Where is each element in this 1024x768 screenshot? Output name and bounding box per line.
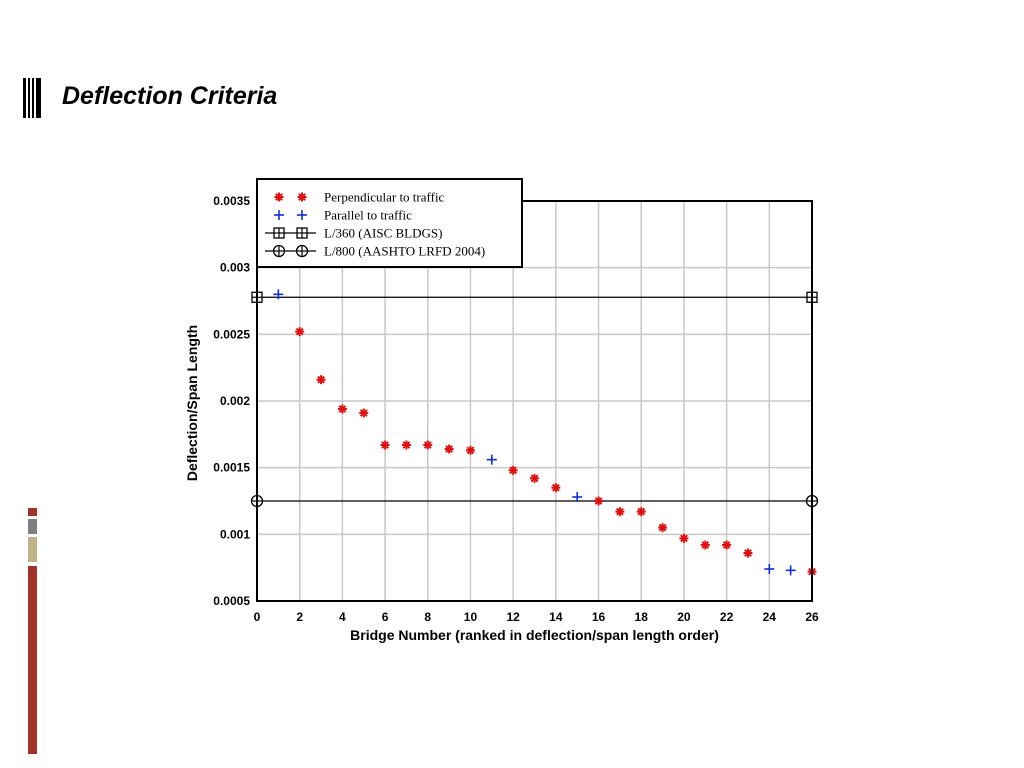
series-0-point bbox=[594, 496, 604, 506]
side-accent-2 bbox=[28, 519, 37, 534]
side-accent-4 bbox=[28, 566, 37, 754]
series-0-point bbox=[551, 483, 561, 493]
x-tick-label: 18 bbox=[635, 610, 649, 624]
series-0-point bbox=[316, 375, 326, 385]
legend-marker bbox=[272, 244, 286, 258]
x-tick-label: 8 bbox=[424, 610, 431, 624]
series-0-point bbox=[700, 540, 710, 550]
y-tick-label: 0.003 bbox=[220, 261, 250, 275]
series-0-point bbox=[444, 444, 454, 454]
x-tick-label: 20 bbox=[677, 610, 691, 624]
series-0-point bbox=[401, 440, 411, 450]
legend-marker bbox=[296, 227, 308, 239]
series-0-point bbox=[636, 507, 646, 517]
x-tick-label: 16 bbox=[592, 610, 606, 624]
series-1-point bbox=[486, 454, 497, 465]
side-accent-3 bbox=[28, 537, 37, 562]
series-0-point bbox=[743, 548, 753, 558]
series-0-point bbox=[679, 533, 689, 543]
series-0-point bbox=[337, 404, 347, 414]
series-0-point bbox=[465, 445, 475, 455]
series-1-point bbox=[764, 564, 775, 574]
reference-lines bbox=[257, 296, 812, 502]
title-decoration-bars bbox=[23, 78, 41, 118]
legend-marker bbox=[295, 244, 309, 258]
x-tick-label: 26 bbox=[805, 610, 819, 624]
series-0-point bbox=[423, 440, 433, 450]
legend-label: L/360 (AISC BLDGS) bbox=[324, 226, 442, 241]
y-tick-label: 0.0025 bbox=[213, 327, 250, 341]
x-axis-label: Bridge Number (ranked in deflection/span… bbox=[350, 627, 719, 643]
tick-labels: 0 2 4 6 8 10 12 14 16 18 20 22 24 260.00050.0010.0015… bbox=[213, 194, 819, 624]
x-tick-label: 2 bbox=[296, 610, 303, 624]
series-0-point bbox=[295, 327, 305, 337]
data-points bbox=[250, 289, 819, 577]
legend-label: Perpendicular to traffic bbox=[324, 190, 445, 205]
x-tick-label: 24 bbox=[763, 610, 777, 624]
y-tick-label: 0.0015 bbox=[213, 461, 250, 475]
x-tick-label: 4 bbox=[339, 610, 346, 624]
x-tick-label: 14 bbox=[549, 610, 563, 624]
plot-frame bbox=[256, 200, 813, 602]
series-0-point bbox=[530, 473, 539, 483]
legend-marker bbox=[274, 210, 284, 220]
y-tick-label: 0.002 bbox=[220, 394, 250, 408]
series-0-point bbox=[615, 507, 625, 517]
y-tick-label: 0.0035 bbox=[213, 194, 250, 208]
side-accent-1 bbox=[28, 508, 37, 516]
legend-label: L/800 (AASHTO LRFD 2004) bbox=[324, 244, 485, 259]
grid-lines bbox=[256, 200, 813, 602]
series-0-point bbox=[380, 440, 390, 450]
series-0-point bbox=[722, 540, 732, 550]
x-tick-label: 12 bbox=[506, 610, 520, 624]
legend-marker bbox=[297, 210, 307, 220]
y-tick-label: 0.001 bbox=[220, 527, 250, 541]
legend-marker bbox=[274, 192, 284, 202]
series-0-point bbox=[359, 408, 369, 418]
legend-marker bbox=[273, 227, 285, 239]
y-tick-label: 0.0005 bbox=[213, 594, 250, 608]
legend-label: Parallel to traffic bbox=[324, 208, 412, 223]
series-1-point bbox=[572, 492, 583, 502]
series-0-point bbox=[508, 465, 518, 475]
legend-marker bbox=[297, 192, 307, 202]
x-tick-label: 0 bbox=[254, 610, 261, 624]
series-0-point bbox=[658, 523, 668, 533]
legend: Perpendicular to traffic Parallel to traf… bbox=[256, 178, 523, 268]
slide-title: Deflection Criteria bbox=[62, 82, 278, 110]
series-1-point bbox=[785, 565, 796, 576]
series-1-point bbox=[273, 289, 284, 300]
x-tick-label: 6 bbox=[382, 610, 389, 624]
y-axis-label: Deflection/Span Length bbox=[184, 325, 200, 481]
x-tick-label: 10 bbox=[464, 610, 478, 624]
x-tick-label: 22 bbox=[720, 610, 734, 624]
